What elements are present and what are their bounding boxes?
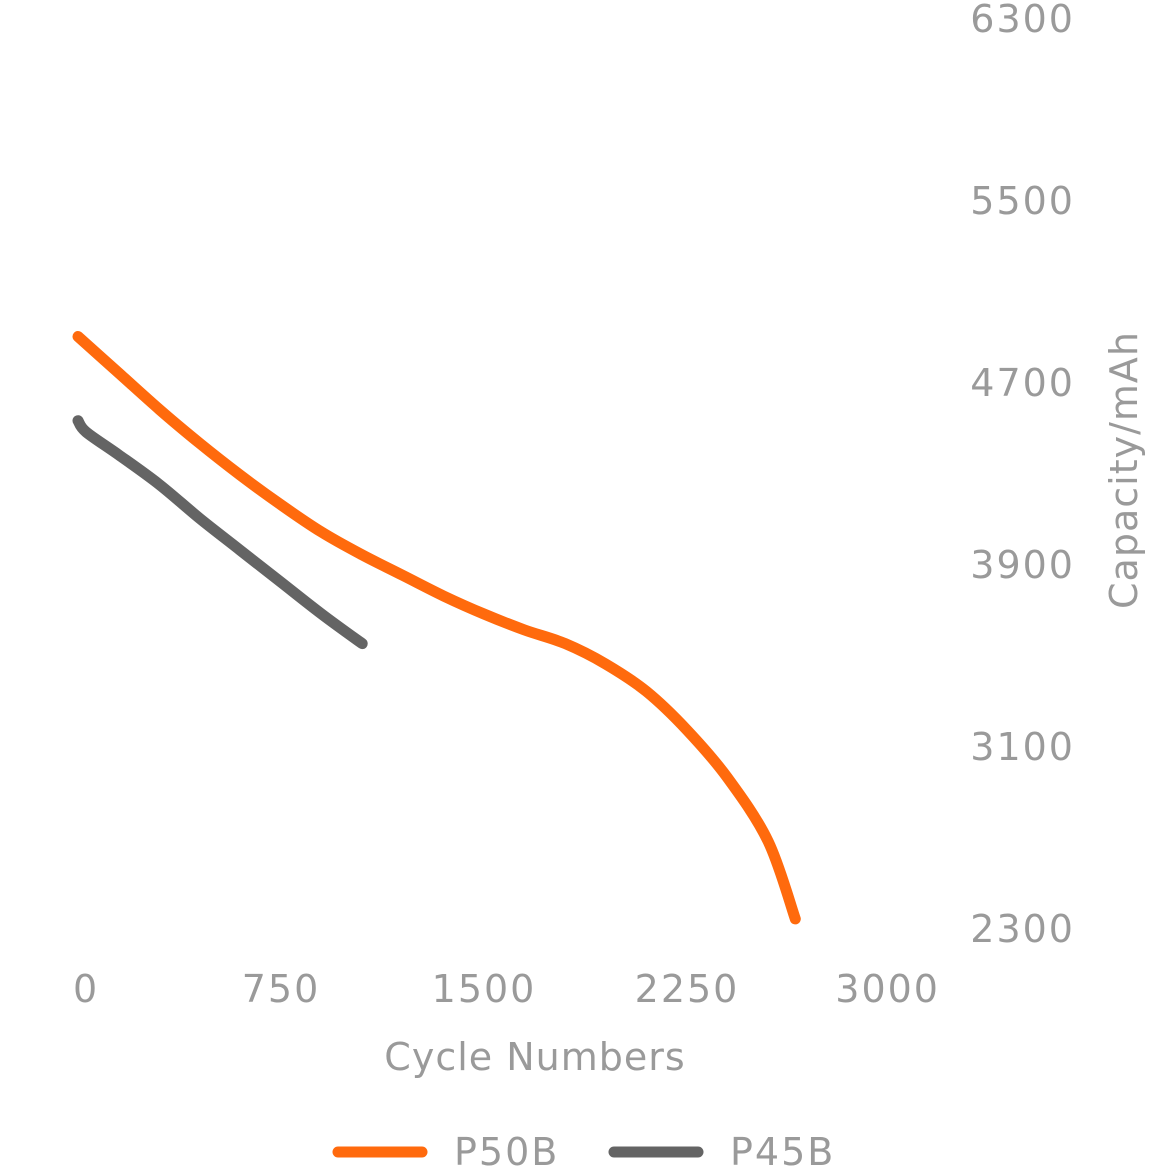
y-tick-label: 5500 xyxy=(970,179,1075,223)
x-axis-ticks: 0 750 1500 2250 3000 xyxy=(73,967,940,1011)
x-tick-label: 3000 xyxy=(835,967,940,1011)
legend-label-p45b: P45B xyxy=(730,1130,835,1170)
y-axis-ticks: 6300 5500 4700 3900 3100 2300 xyxy=(970,0,1075,951)
x-axis-label: Cycle Numbers xyxy=(384,1035,685,1079)
legend: P50B P45B xyxy=(332,1130,835,1170)
y-axis-label: Capacity/mAh xyxy=(1102,331,1146,609)
x-tick-label: 1500 xyxy=(432,967,537,1011)
series-layer xyxy=(72,331,801,925)
y-tick-label: 3100 xyxy=(970,725,1075,769)
x-tick-label: 2250 xyxy=(635,967,740,1011)
legend-label-p50b: P50B xyxy=(454,1130,559,1170)
x-tick-label: 750 xyxy=(242,967,321,1011)
y-tick-label: 3900 xyxy=(970,543,1075,587)
series-line-p45b xyxy=(72,415,368,650)
series-line-p50b xyxy=(72,331,801,925)
y-tick-label: 4700 xyxy=(970,361,1075,405)
x-tick-label: 0 xyxy=(73,967,99,1011)
y-tick-label: 6300 xyxy=(970,0,1075,41)
y-tick-label: 2300 xyxy=(970,907,1075,951)
